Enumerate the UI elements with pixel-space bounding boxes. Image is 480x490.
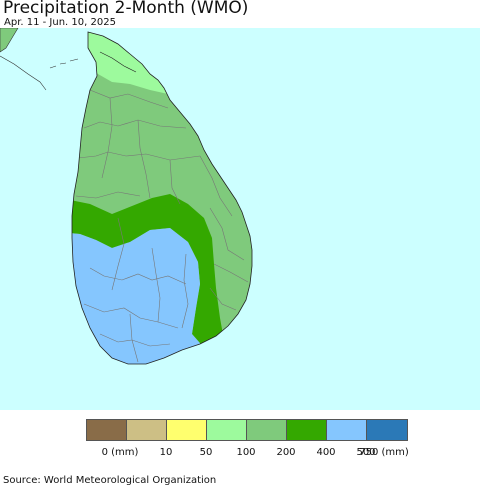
jaffna-lagoon [99,51,137,73]
date-range: Apr. 11 - Jun. 10, 2025 [4,17,116,28]
map-title: Precipitation 2-Month (WMO) [3,0,249,18]
legend-label: 10 [159,447,173,458]
legend-label: 50 [199,447,213,458]
zone-400-500-band [72,194,224,350]
legend-label: 750 (mm) [359,447,409,458]
source-credit: Source: World Meteorological Organizatio… [3,475,217,486]
legend-label: 500 [356,447,376,458]
legend-label: 100 [236,447,256,458]
legend-swatch [127,420,167,440]
zone-500-750-southwest [72,228,206,364]
legend-swatch [167,420,207,440]
precipitation-map [0,28,480,410]
india-coastline [0,55,47,91]
legend-swatch [287,420,327,440]
india-landmass [0,28,19,53]
legend-color-bar [86,419,408,441]
legend-swatch [247,420,287,440]
legend-swatch [367,420,407,440]
adams-bridge-islands [49,58,79,69]
legend-label: 0 (mm) [101,447,139,458]
legend-label: 200 [276,447,296,458]
legend-swatch [87,420,127,440]
district-boundaries [75,89,249,363]
legend-swatch [327,420,367,440]
legend-label: 400 [316,447,336,458]
legend-swatch [207,420,247,440]
